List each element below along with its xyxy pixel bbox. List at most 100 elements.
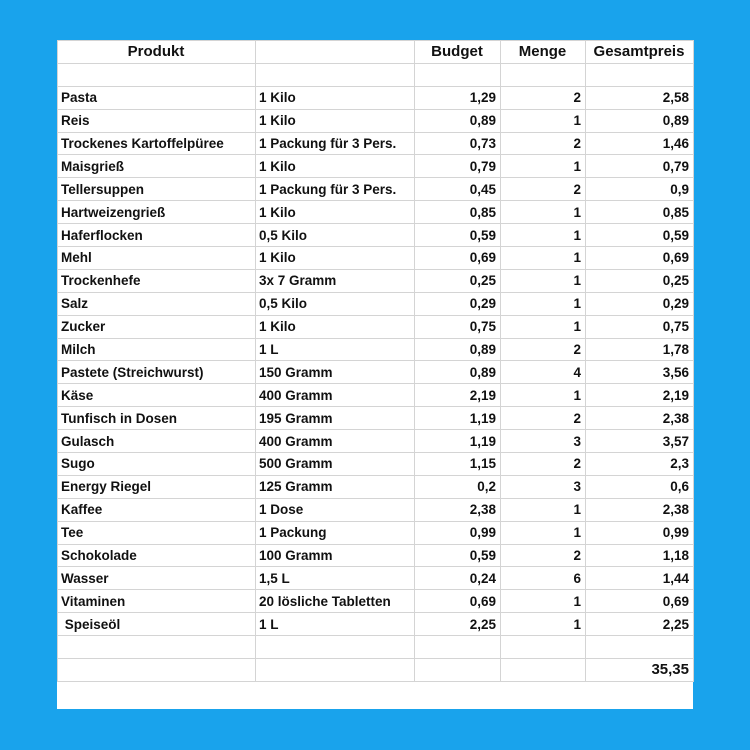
data-row: Hartweizengrieß 1 Kilo 0,85 1 0,85 bbox=[57, 200, 694, 225]
cell: 0,89 bbox=[585, 108, 694, 133]
cell: 1,5 L bbox=[255, 566, 415, 591]
cell: 1 bbox=[500, 268, 586, 293]
data-row: Maisgrieß 1 Kilo 0,79 1 0,79 bbox=[57, 154, 694, 179]
cell: 0,85 bbox=[414, 200, 501, 225]
data-row: Tee 1 Packung 0,99 1 0,99 bbox=[57, 520, 694, 545]
cell: 1 Packung für 3 Pers. bbox=[255, 177, 415, 202]
empty-row bbox=[57, 635, 694, 660]
data-row: Speiseöl 1 L 2,25 1 2,25 bbox=[57, 612, 694, 637]
data-row: Käse 400 Gramm 2,19 1 2,19 bbox=[57, 383, 694, 408]
cell: 1 bbox=[500, 223, 586, 248]
cell: 6 bbox=[500, 566, 586, 591]
cell: 0,85 bbox=[585, 200, 694, 225]
cell: 20 lösliche Tabletten bbox=[255, 589, 415, 614]
cell: Tunfisch in Dosen bbox=[57, 406, 256, 431]
cell: Mehl bbox=[57, 246, 256, 270]
cell: Maisgrieß bbox=[57, 154, 256, 179]
spreadsheet: Produkt Budget Menge Gesamtpreis Pasta 1 Kilo… bbox=[57, 40, 694, 709]
cell: 0,5 Kilo bbox=[255, 223, 415, 248]
data-row: Wasser 1,5 L 0,24 6 1,44 bbox=[57, 566, 694, 591]
cell: 0,69 bbox=[585, 246, 694, 270]
cell: Tellersuppen bbox=[57, 177, 256, 202]
cell bbox=[255, 40, 415, 64]
cell: 2,25 bbox=[414, 612, 501, 637]
cell: 1 bbox=[500, 108, 586, 133]
cell: 1 Packung für 3 Pers. bbox=[255, 131, 415, 156]
cell: 1 Packung bbox=[255, 520, 415, 545]
cell: 100 Gramm bbox=[255, 543, 415, 568]
cell: 3x 7 Gramm bbox=[255, 268, 415, 293]
data-row: Schokolade 100 Gramm 0,59 2 1,18 bbox=[57, 543, 694, 568]
cell bbox=[57, 658, 256, 682]
cell: 0,9 bbox=[585, 177, 694, 202]
cell: 2 bbox=[500, 543, 586, 568]
cell: 2,38 bbox=[414, 497, 501, 522]
cell: 0,2 bbox=[414, 474, 501, 499]
cell: 500 Gramm bbox=[255, 452, 415, 476]
cell: 2 bbox=[500, 452, 586, 476]
cell: 2,38 bbox=[585, 497, 694, 522]
cell bbox=[585, 635, 694, 660]
cell: 1,18 bbox=[585, 543, 694, 568]
cell: 1 Kilo bbox=[255, 246, 415, 270]
cell: Käse bbox=[57, 383, 256, 408]
cell: Wasser bbox=[57, 566, 256, 591]
cell: 35,35 bbox=[585, 658, 694, 682]
cell bbox=[255, 635, 415, 660]
data-row: Energy Riegel 125 Gramm 0,2 3 0,6 bbox=[57, 474, 694, 499]
cell: 1 Kilo bbox=[255, 314, 415, 339]
cell: 0,89 bbox=[414, 360, 501, 385]
cell: Haferflocken bbox=[57, 223, 256, 248]
cell: 1 Kilo bbox=[255, 154, 415, 179]
cell: Speiseöl bbox=[57, 612, 256, 637]
cell: 1 Kilo bbox=[255, 200, 415, 225]
cell: 2 bbox=[500, 406, 586, 431]
cell: Pasta bbox=[57, 85, 256, 110]
cell bbox=[414, 635, 501, 660]
cell: 1 Kilo bbox=[255, 108, 415, 133]
data-row: Vitaminen 20 lösliche Tabletten 0,69 1 0,69 bbox=[57, 589, 694, 614]
cell: 0,59 bbox=[585, 223, 694, 248]
data-row: Gulasch 400 Gramm 1,19 3 3,57 bbox=[57, 429, 694, 454]
cell: Salz bbox=[57, 291, 256, 316]
cell: 0,75 bbox=[414, 314, 501, 339]
cell: 2 bbox=[500, 131, 586, 156]
cell: 0,99 bbox=[414, 520, 501, 545]
data-row: Salz 0,5 Kilo 0,29 1 0,29 bbox=[57, 291, 694, 316]
cell bbox=[255, 658, 415, 682]
cell: 0,59 bbox=[414, 223, 501, 248]
cell: 1 bbox=[500, 612, 586, 637]
cell: Energy Riegel bbox=[57, 474, 256, 499]
cell bbox=[57, 635, 256, 660]
cell bbox=[500, 658, 586, 682]
cell: 1 L bbox=[255, 337, 415, 362]
cell: 3,57 bbox=[585, 429, 694, 454]
cell: 1,19 bbox=[414, 429, 501, 454]
cell bbox=[585, 62, 694, 87]
cell: 0,89 bbox=[414, 108, 501, 133]
cell: Kaffee bbox=[57, 497, 256, 522]
cell: Hartweizengrieß bbox=[57, 200, 256, 225]
cell: 0,89 bbox=[414, 337, 501, 362]
cell bbox=[414, 658, 501, 682]
cell: 1,19 bbox=[414, 406, 501, 431]
data-row: Tunfisch in Dosen 195 Gramm 1,19 2 2,38 bbox=[57, 406, 694, 431]
cell: 3,56 bbox=[585, 360, 694, 385]
cell: 1 bbox=[500, 246, 586, 270]
cell: 1 bbox=[500, 589, 586, 614]
cell: 0,29 bbox=[585, 291, 694, 316]
empty-row bbox=[57, 62, 694, 87]
cell: 4 bbox=[500, 360, 586, 385]
cell: 1,15 bbox=[414, 452, 501, 476]
cell bbox=[57, 62, 256, 87]
cell: Schokolade bbox=[57, 543, 256, 568]
cell: Tee bbox=[57, 520, 256, 545]
data-row: Zucker 1 Kilo 0,75 1 0,75 bbox=[57, 314, 694, 339]
cell: 1,44 bbox=[585, 566, 694, 591]
cell: Vitaminen bbox=[57, 589, 256, 614]
cell: Gulasch bbox=[57, 429, 256, 454]
data-row: Trockenes Kartoffelpüree 1 Packung für 3 … bbox=[57, 131, 694, 156]
cell: 0,59 bbox=[414, 543, 501, 568]
cell: 125 Gramm bbox=[255, 474, 415, 499]
cell: 0,25 bbox=[414, 268, 501, 293]
